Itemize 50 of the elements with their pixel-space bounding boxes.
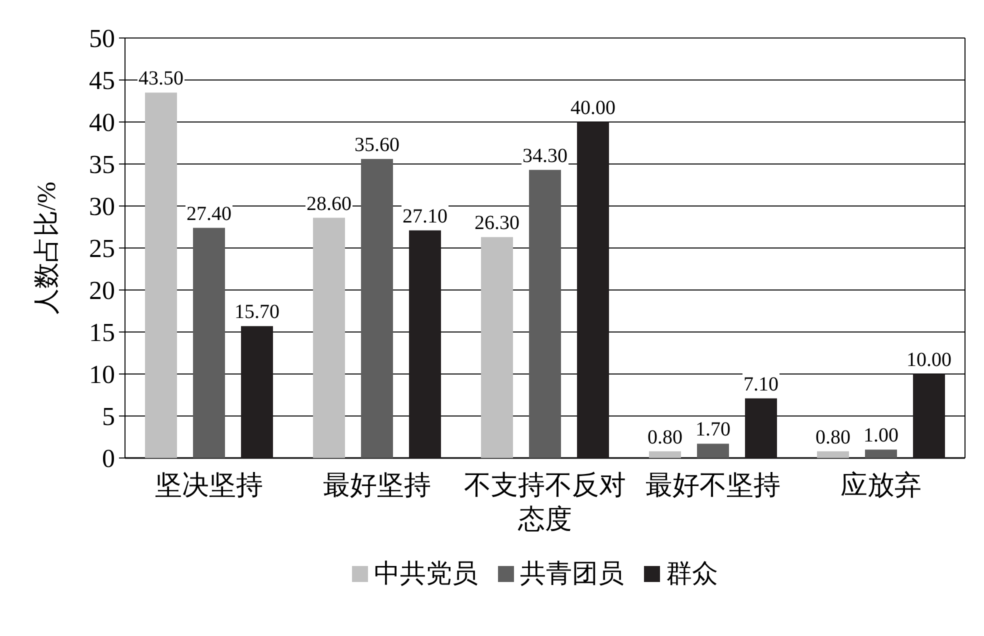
x-tick-label: 不支持不反对态度 xyxy=(464,470,626,534)
y-tick-label: 25 xyxy=(89,234,115,263)
bar xyxy=(913,374,945,458)
x-tick-label: 坚决坚持 xyxy=(155,470,263,500)
bar xyxy=(313,218,345,458)
data-label: 10.00 xyxy=(906,349,952,371)
data-label: 0.80 xyxy=(816,426,850,448)
y-tick-label: 0 xyxy=(102,444,115,473)
y-tick-label: 35 xyxy=(89,150,115,179)
data-label: 40.00 xyxy=(570,97,616,119)
data-label: 28.60 xyxy=(306,192,352,215)
bar xyxy=(817,451,849,458)
bar xyxy=(241,326,273,458)
x-tick-label: 最好不坚持 xyxy=(646,470,780,500)
y-tick-label: 5 xyxy=(102,402,115,431)
y-tick-label: 20 xyxy=(89,276,115,305)
bar xyxy=(481,237,513,458)
bar xyxy=(529,170,561,458)
bar xyxy=(649,451,681,458)
y-tick-label: 15 xyxy=(89,318,115,347)
data-label: 1.70 xyxy=(696,418,730,441)
bar xyxy=(361,158,393,458)
data-label: 34.30 xyxy=(522,144,568,167)
y-tick-label: 30 xyxy=(89,192,115,221)
bar xyxy=(697,444,729,458)
data-label: 15.70 xyxy=(234,301,280,324)
legend-label: 群众 xyxy=(666,559,718,588)
data-label: 0.80 xyxy=(648,426,682,448)
y-tick-label: 40 xyxy=(89,108,115,137)
data-label: 7.10 xyxy=(744,373,778,396)
bar xyxy=(745,398,777,458)
bar xyxy=(409,230,441,458)
y-tick-label: 10 xyxy=(89,360,115,389)
data-label: 26.30 xyxy=(474,212,520,234)
y-tick-label: 50 xyxy=(89,24,115,53)
legend-label: 共青团员 xyxy=(520,559,624,588)
data-label: 35.60 xyxy=(354,134,400,156)
data-label: 27.10 xyxy=(402,205,448,228)
bar xyxy=(865,450,897,458)
x-tick-label: 最好坚持 xyxy=(323,470,431,500)
data-label: 27.40 xyxy=(186,202,232,225)
x-tick-label: 应放弃 xyxy=(840,470,922,500)
data-label: 43.50 xyxy=(138,68,184,90)
y-axis-title: 人数占比/% xyxy=(32,182,61,314)
data-label: 1.00 xyxy=(864,424,898,447)
y-tick-label: 45 xyxy=(89,66,115,95)
bar xyxy=(577,122,609,458)
legend-label: 中共党员 xyxy=(374,559,478,588)
bar xyxy=(145,92,177,458)
bar xyxy=(193,228,225,458)
